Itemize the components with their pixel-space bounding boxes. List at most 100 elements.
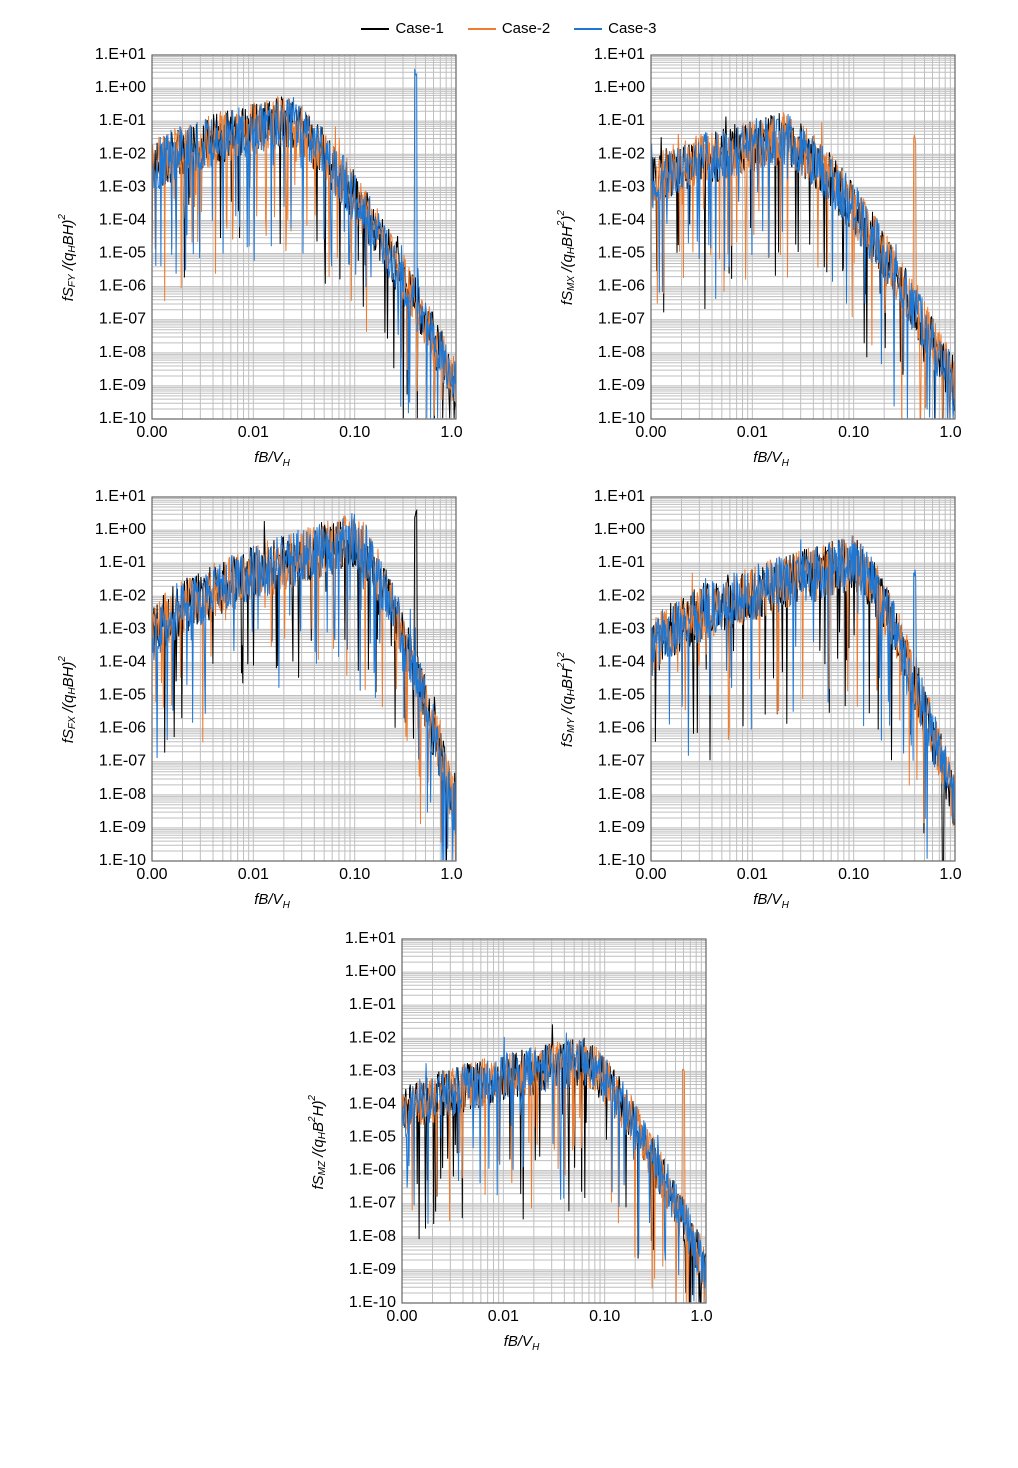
x-tick-label: 0.10 (339, 866, 370, 883)
legend-label: Case-2 (502, 20, 550, 37)
y-tick-label: 1.E-02 (598, 145, 645, 162)
y-tick-label: 1.E-08 (348, 1228, 395, 1245)
y-tick-label: 1.E-03 (598, 620, 645, 637)
y-tick-label: 1.E-07 (598, 753, 645, 770)
y-tick-label: 1.E-01 (99, 554, 146, 571)
plot-area: 1.E-101.E-091.E-081.E-071.E-061.E-051.E-… (82, 47, 462, 447)
y-tick-label: 1.E-06 (598, 720, 645, 737)
legend-item-case3: Case-3 (574, 20, 656, 37)
y-tick-label: 1.E+00 (344, 963, 395, 980)
chart-panel-FX: fSFX /(qHBH)21.E-101.E-091.E-081.E-071.E… (57, 489, 462, 911)
y-tick-label: 1.E-06 (99, 720, 146, 737)
y-tick-label: 1.E-06 (598, 278, 645, 295)
chart-panel-MX: fSMX /(qHBH2)21.E-101.E-091.E-081.E-071.… (556, 47, 961, 469)
y-axis-label: fSMZ /(qHB2H)2 (307, 1095, 328, 1190)
y-axis-label: fSFY /(qHBH)2 (57, 214, 78, 301)
y-tick-label: 1.E-06 (99, 278, 146, 295)
chart-panel-MZ: fSMZ /(qHB2H)21.E-101.E-091.E-081.E-071.… (307, 931, 712, 1353)
x-tick-label: 1.00 (939, 424, 961, 441)
y-tick-label: 1.E-07 (99, 753, 146, 770)
y-tick-label: 1.E-07 (598, 311, 645, 328)
chart-panel-MY: fSMY /(qHBH2)21.E-101.E-091.E-081.E-071.… (556, 489, 961, 911)
y-tick-label: 1.E+00 (594, 521, 645, 538)
y-tick-label: 1.E-04 (598, 211, 645, 228)
y-tick-label: 1.E-03 (99, 178, 146, 195)
x-tick-label: 0.01 (238, 424, 269, 441)
chart-panel-FY: fSFY /(qHBH)21.E-101.E-091.E-081.E-071.E… (57, 47, 462, 469)
y-tick-label: 1.E-08 (99, 786, 146, 803)
x-tick-label: 0.10 (838, 424, 869, 441)
y-tick-label: 1.E+01 (95, 47, 146, 63)
plot-area: 1.E-101.E-091.E-081.E-071.E-061.E-051.E-… (82, 489, 462, 889)
y-tick-label: 1.E-04 (598, 653, 645, 670)
y-tick-label: 1.E-08 (598, 344, 645, 361)
x-tick-label: 1.00 (690, 1308, 712, 1325)
x-axis-label: fB/VH (753, 891, 789, 911)
y-tick-label: 1.E-08 (99, 344, 146, 361)
y-tick-label: 1.E-01 (598, 554, 645, 571)
x-tick-label: 0.00 (136, 866, 167, 883)
y-tick-label: 1.E-03 (598, 178, 645, 195)
y-tick-label: 1.E-05 (99, 245, 146, 262)
x-axis-label: fB/VH (254, 449, 290, 469)
y-tick-label: 1.E-02 (99, 145, 146, 162)
y-tick-label: 1.E-02 (598, 587, 645, 604)
y-tick-label: 1.E-09 (99, 377, 146, 394)
x-tick-label: 0.00 (386, 1308, 417, 1325)
plot-area: 1.E-101.E-091.E-081.E-071.E-061.E-051.E-… (581, 489, 961, 889)
x-tick-label: 0.00 (136, 424, 167, 441)
y-tick-label: 1.E-04 (99, 653, 146, 670)
legend-label: Case-1 (395, 20, 443, 37)
legend-label: Case-3 (608, 20, 656, 37)
y-tick-label: 1.E-04 (99, 211, 146, 228)
y-tick-label: 1.E-01 (348, 996, 395, 1013)
plot-area: 1.E-101.E-091.E-081.E-071.E-061.E-051.E-… (581, 47, 961, 447)
y-tick-label: 1.E-05 (348, 1129, 395, 1146)
y-tick-label: 1.E+01 (95, 489, 146, 505)
y-axis-label: fSMX /(qHBH2)2 (556, 210, 577, 305)
y-tick-label: 1.E-05 (598, 245, 645, 262)
y-tick-label: 1.E-06 (348, 1162, 395, 1179)
y-tick-label: 1.E-04 (348, 1095, 395, 1112)
y-tick-label: 1.E-05 (598, 687, 645, 704)
x-axis-label: fB/VH (753, 449, 789, 469)
legend-swatch (361, 28, 389, 30)
y-tick-label: 1.E-09 (348, 1261, 395, 1278)
x-tick-label: 0.10 (339, 424, 370, 441)
y-tick-label: 1.E-08 (598, 786, 645, 803)
y-tick-label: 1.E-03 (99, 620, 146, 637)
y-tick-label: 1.E-09 (99, 819, 146, 836)
y-tick-label: 1.E-02 (99, 587, 146, 604)
x-tick-label: 1.00 (939, 866, 961, 883)
y-tick-label: 1.E+01 (344, 931, 395, 947)
y-tick-label: 1.E-01 (598, 112, 645, 129)
x-tick-label: 0.10 (838, 866, 869, 883)
x-tick-label: 0.01 (737, 866, 768, 883)
x-tick-label: 0.00 (635, 424, 666, 441)
y-tick-label: 1.E-03 (348, 1062, 395, 1079)
y-tick-label: 1.E+00 (95, 79, 146, 96)
x-tick-label: 0.01 (737, 424, 768, 441)
legend-swatch (468, 28, 496, 30)
y-tick-label: 1.E-02 (348, 1029, 395, 1046)
x-tick-label: 1.00 (440, 424, 462, 441)
y-tick-label: 1.E+00 (95, 521, 146, 538)
y-tick-label: 1.E-01 (99, 112, 146, 129)
legend: Case-1 Case-2 Case-3 (20, 20, 998, 37)
chart-grid: fSFY /(qHBH)21.E-101.E-091.E-081.E-071.E… (20, 47, 998, 1353)
x-tick-label: 0.10 (589, 1308, 620, 1325)
y-tick-label: 1.E+01 (594, 489, 645, 505)
x-axis-label: fB/VH (254, 891, 290, 911)
x-axis-label: fB/VH (504, 1333, 540, 1353)
legend-item-case1: Case-1 (361, 20, 443, 37)
y-tick-label: 1.E-09 (598, 377, 645, 394)
y-axis-label: fSMY /(qHBH2)2 (556, 652, 577, 747)
y-tick-label: 1.E+01 (594, 47, 645, 63)
y-tick-label: 1.E-05 (99, 687, 146, 704)
legend-swatch (574, 28, 602, 30)
y-tick-label: 1.E-07 (99, 311, 146, 328)
x-tick-label: 0.01 (238, 866, 269, 883)
legend-item-case2: Case-2 (468, 20, 550, 37)
x-tick-label: 1.00 (440, 866, 462, 883)
y-axis-label: fSFX /(qHBH)2 (57, 656, 78, 743)
